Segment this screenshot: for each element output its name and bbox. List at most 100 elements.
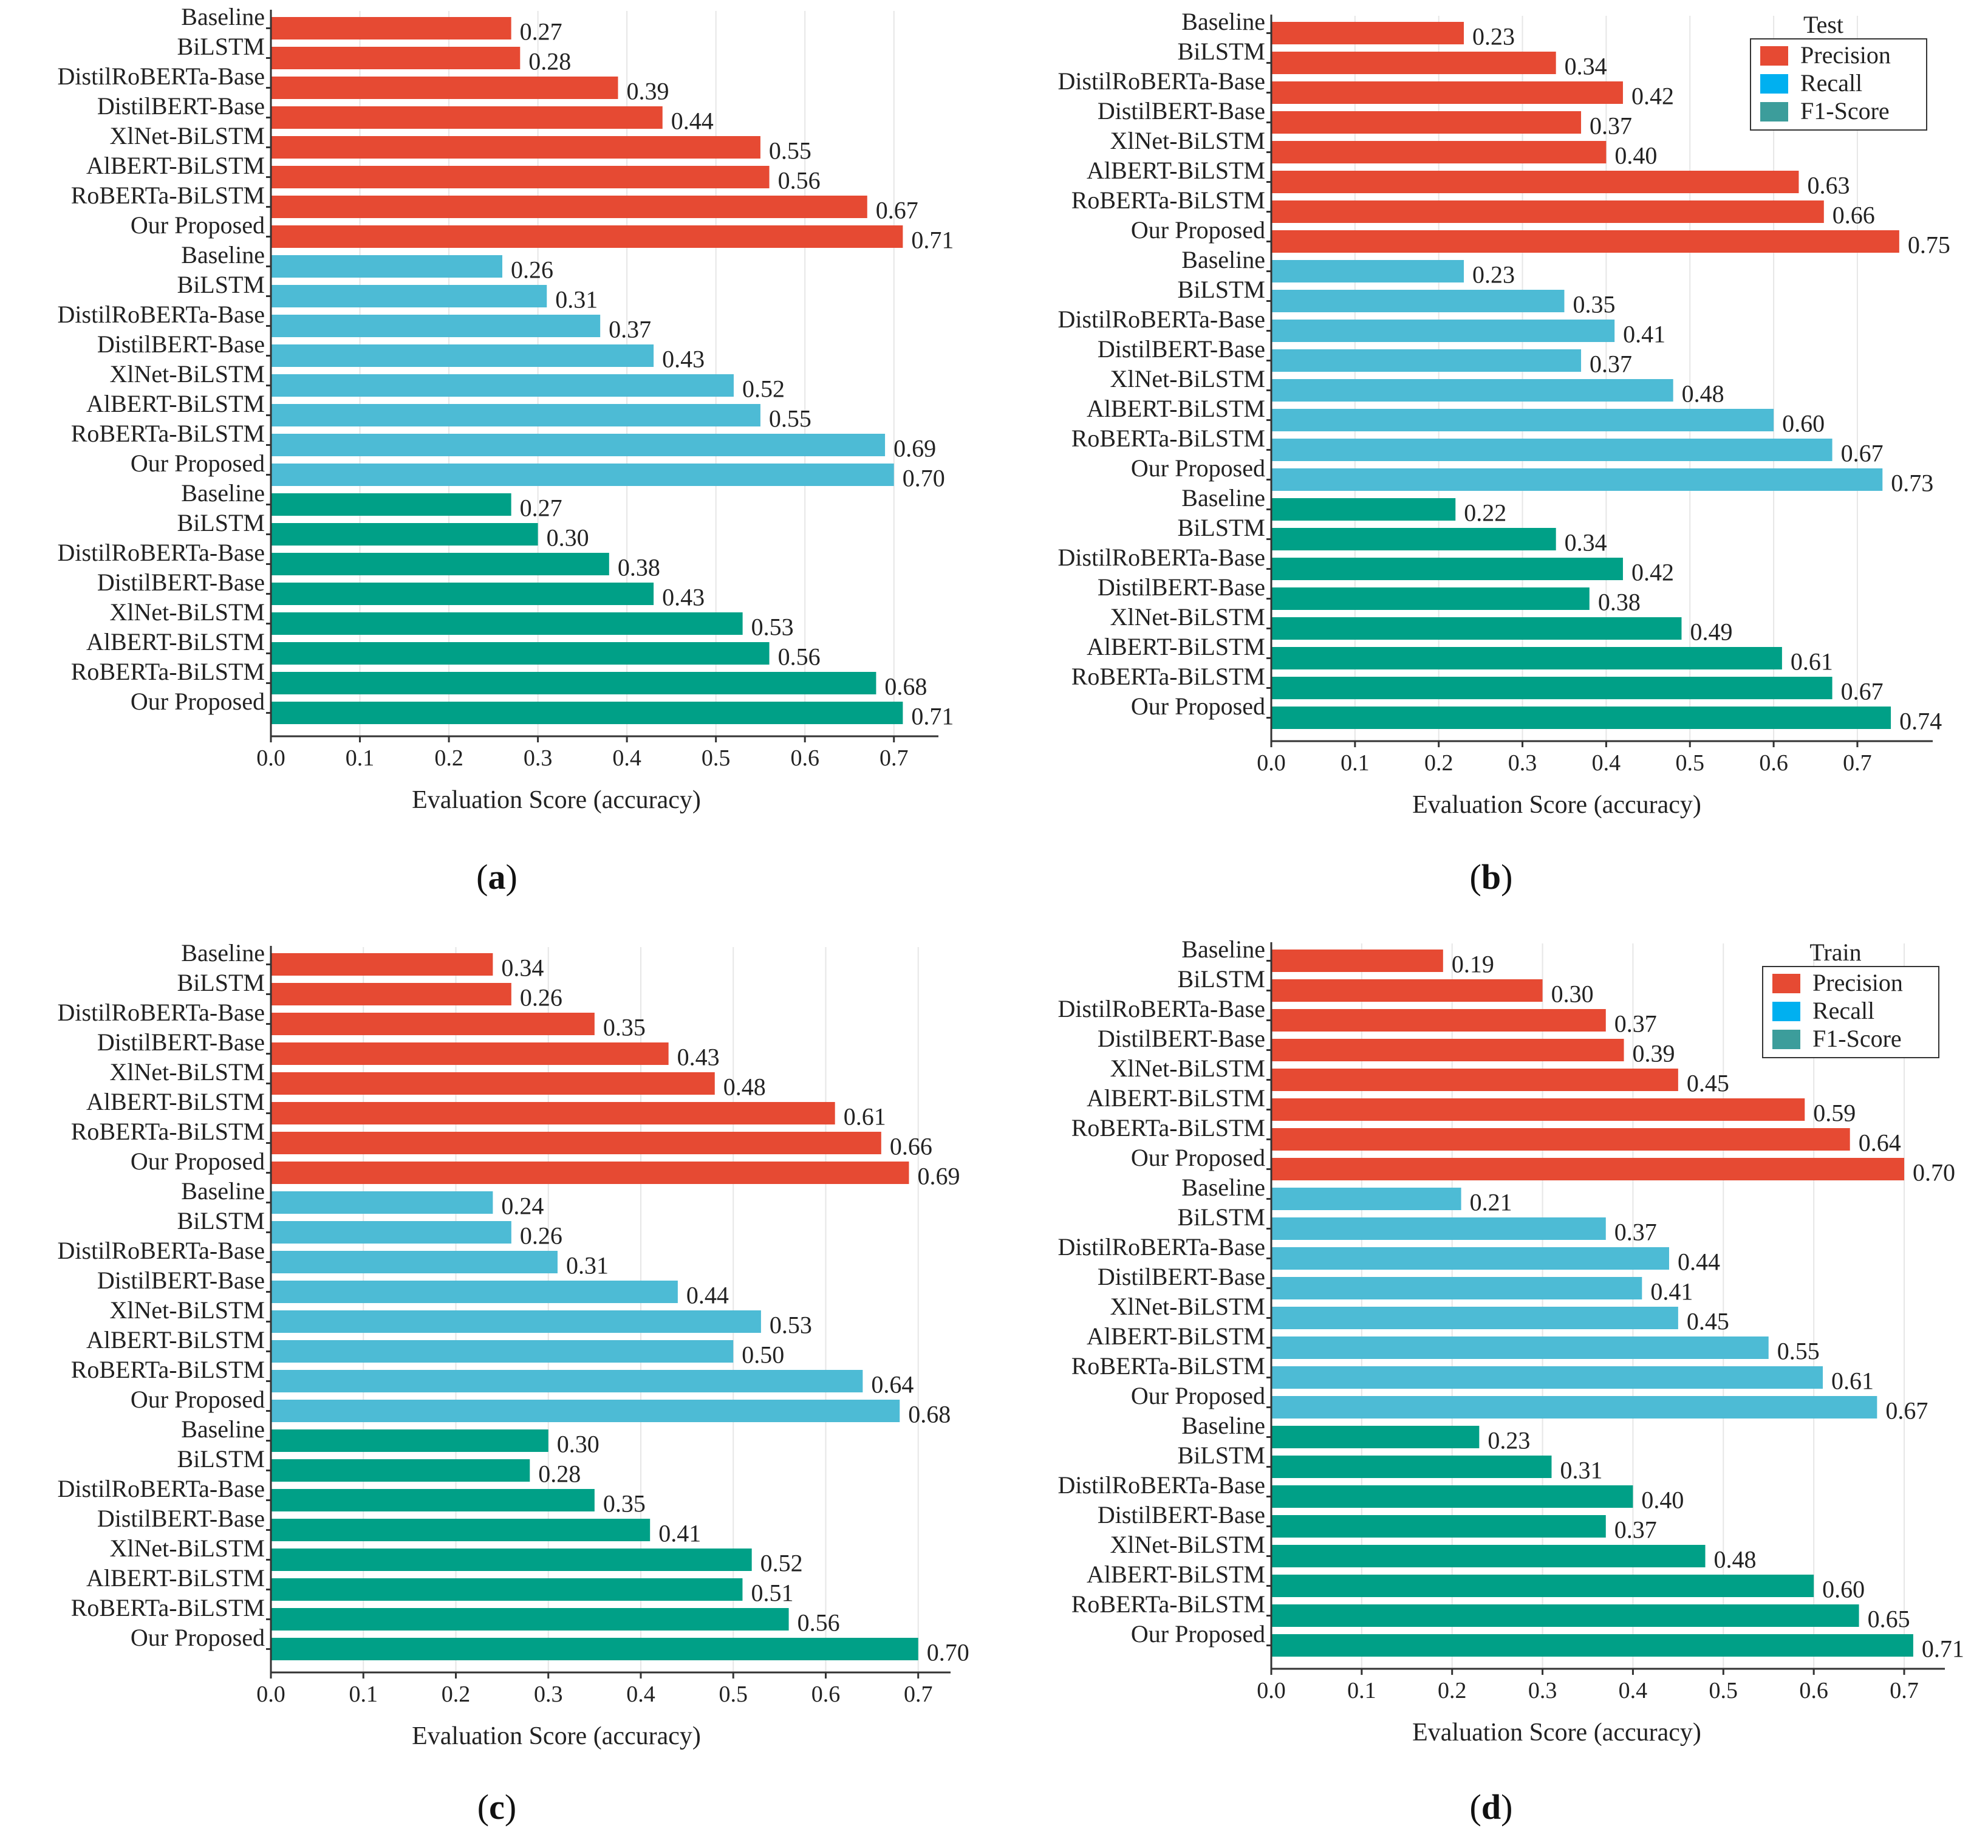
chart-c-bar-recall-3 bbox=[271, 1251, 558, 1273]
chart-a-bar-precision-8 bbox=[271, 225, 903, 248]
chart-a-value-label: 0.56 bbox=[778, 167, 821, 194]
chart-c-category-label: XlNet-BiLSTM bbox=[109, 1535, 265, 1562]
chart-b-x-axis-title: Evaluation Score (accuracy) bbox=[1412, 791, 1701, 819]
chart-b-category-label: Baseline bbox=[1181, 484, 1265, 512]
chart-d-category-label: Baseline bbox=[1181, 936, 1265, 963]
chart-a-category-label: RoBERTa-BiLSTM bbox=[71, 658, 265, 685]
chart-d-value-label: 0.45 bbox=[1687, 1070, 1729, 1097]
chart-c-xtick-label: 0.1 bbox=[349, 1682, 378, 1707]
chart-c-bar-f1-score-6 bbox=[271, 1578, 743, 1601]
chart-d-value-label: 0.31 bbox=[1560, 1457, 1602, 1484]
chart-b-value-label: 0.48 bbox=[1682, 380, 1724, 408]
chart-d-category-label: AlBERT-BiLSTM bbox=[1087, 1084, 1265, 1112]
chart-c-value-label: 0.35 bbox=[603, 1490, 646, 1518]
chart-c-bar-recall-8 bbox=[271, 1400, 900, 1422]
chart-a-bar-recall-7 bbox=[271, 434, 886, 456]
chart-d-bar-precision-2 bbox=[1271, 979, 1543, 1002]
chart-a-value-label: 0.70 bbox=[903, 465, 945, 492]
chart-c-bar-recall-7 bbox=[271, 1370, 863, 1392]
chart-c-value-label: 0.69 bbox=[917, 1163, 960, 1190]
chart-a-category-label: AlBERT-BiLSTM bbox=[86, 628, 265, 655]
chart-b-value-label: 0.38 bbox=[1598, 589, 1641, 616]
chart-c-value-label: 0.64 bbox=[871, 1371, 914, 1398]
chart-c-bar-precision-6 bbox=[271, 1102, 835, 1124]
chart-d-category-label: RoBERTa-BiLSTM bbox=[1071, 1590, 1265, 1618]
chart-c-category-label: DistilBERT-Base bbox=[97, 1028, 265, 1056]
chart-a-bar-recall-8 bbox=[271, 464, 894, 486]
chart-c-bar-f1-score-8 bbox=[271, 1638, 918, 1660]
chart-d-value-label: 0.67 bbox=[1885, 1397, 1928, 1425]
chart-a-value-label: 0.30 bbox=[547, 524, 589, 552]
chart-b-bar-f1-score-2 bbox=[1271, 528, 1556, 550]
chart-b-value-label: 0.42 bbox=[1631, 559, 1674, 586]
chart-d-value-label: 0.37 bbox=[1614, 1516, 1657, 1544]
chart-a-value-label: 0.53 bbox=[751, 614, 794, 641]
chart-d-bar-f1-score-6 bbox=[1271, 1575, 1814, 1597]
chart-b-legend-title: Test bbox=[1803, 11, 1843, 38]
chart-a-bar-precision-1 bbox=[271, 17, 511, 39]
chart-a-value-label: 0.43 bbox=[662, 346, 705, 373]
chart-b-bar-f1-score-6 bbox=[1271, 647, 1782, 669]
chart-a-xtick-label: 0.6 bbox=[790, 745, 819, 771]
chart-c-bar-recall-6 bbox=[271, 1340, 734, 1363]
chart-b-value-label: 0.35 bbox=[1573, 291, 1615, 318]
chart-b-category-label: Our Proposed bbox=[1131, 454, 1265, 482]
chart-c-bar-recall-2 bbox=[271, 1221, 511, 1244]
chart-a-value-label: 0.27 bbox=[520, 495, 562, 522]
chart-c-category-label: DistilRoBERTa-Base bbox=[58, 1237, 265, 1264]
chart-a-x-axis-title: Evaluation Score (accuracy) bbox=[412, 786, 701, 814]
chart-c-value-label: 0.30 bbox=[557, 1431, 599, 1458]
chart-c-category-label: Baseline bbox=[181, 1415, 265, 1443]
chart-a-category-label: BiLSTM bbox=[177, 271, 265, 298]
chart-a-value-label: 0.55 bbox=[769, 405, 811, 433]
chart-d-bar-recall-6 bbox=[1271, 1336, 1769, 1359]
chart-b-xtick-label: 0.1 bbox=[1341, 750, 1370, 776]
chart-d-value-label: 0.64 bbox=[1859, 1129, 1901, 1157]
chart-panel-b: Baseline 0.23 BiLSTM 0.34 DistilRoBERTa-Base… bbox=[994, 0, 1988, 924]
chart-c-bar-f1-score-2 bbox=[271, 1459, 530, 1482]
chart-b-bar-precision-2 bbox=[1271, 52, 1556, 74]
chart-b-category-label: DistilRoBERTa-Base bbox=[1058, 306, 1265, 333]
chart-d-category-label: BiLSTM bbox=[1178, 965, 1265, 993]
chart-b-value-label: 0.75 bbox=[1908, 231, 1950, 259]
chart-a-bar-precision-3 bbox=[271, 77, 618, 99]
chart-c-value-label: 0.31 bbox=[566, 1252, 609, 1279]
chart-d-value-label: 0.23 bbox=[1488, 1427, 1530, 1454]
chart-d-bar-recall-1 bbox=[1271, 1188, 1461, 1210]
chart-b-value-label: 0.23 bbox=[1472, 261, 1515, 289]
chart-b-category-label: AlBERT-BiLSTM bbox=[1087, 395, 1265, 422]
chart-a-bar-recall-4 bbox=[271, 344, 654, 367]
chart-a-value-label: 0.28 bbox=[528, 48, 571, 75]
chart-b-bar-f1-score-7 bbox=[1271, 677, 1833, 699]
chart-b-category-label: DistilBERT-Base bbox=[1098, 97, 1265, 125]
chart-a-bar-precision-5 bbox=[271, 136, 760, 159]
chart-d-legend-swatch bbox=[1772, 974, 1800, 993]
chart-a-category-label: Baseline bbox=[181, 241, 265, 269]
chart-a-category-label: RoBERTa-BiLSTM bbox=[71, 182, 265, 209]
chart-d-value-label: 0.19 bbox=[1452, 951, 1494, 978]
chart-c-value-label: 0.24 bbox=[501, 1193, 544, 1220]
chart-b-value-label: 0.49 bbox=[1690, 618, 1732, 646]
chart-b-bar-precision-8 bbox=[1271, 230, 1899, 253]
chart-c-value-label: 0.66 bbox=[890, 1133, 932, 1160]
chart-b-value-label: 0.34 bbox=[1565, 53, 1607, 80]
chart-d-legend-label: F1-Score bbox=[1812, 1025, 1902, 1052]
chart-b-legend-label: F1-Score bbox=[1800, 97, 1890, 125]
chart-b-category-label: XlNet-BiLSTM bbox=[1110, 127, 1265, 154]
chart-c-category-label: AlBERT-BiLSTM bbox=[86, 1564, 265, 1592]
chart-a-bar-recall-1 bbox=[271, 255, 502, 278]
chart-c-value-label: 0.61 bbox=[844, 1103, 886, 1131]
chart-c-bar-f1-score-7 bbox=[271, 1608, 789, 1631]
chart-b-bar-recall-6 bbox=[1271, 409, 1774, 431]
chart-b-value-label: 0.67 bbox=[1841, 678, 1884, 705]
chart-d-legend-swatch bbox=[1772, 1030, 1800, 1049]
chart-b-category-label: RoBERTa-BiLSTM bbox=[1071, 187, 1265, 214]
chart-b-xtick-label: 0.0 bbox=[1257, 750, 1286, 776]
chart-a-value-label: 0.43 bbox=[662, 584, 705, 611]
chart-c-category-label: AlBERT-BiLSTM bbox=[86, 1088, 265, 1115]
chart-a-category-label: DistilBERT-Base bbox=[97, 330, 265, 358]
chart-d-value-label: 0.41 bbox=[1650, 1278, 1693, 1306]
chart-d-category-label: AlBERT-BiLSTM bbox=[1087, 1561, 1265, 1588]
chart-a-xtick-label: 0.4 bbox=[612, 745, 641, 771]
chart-d-bar-precision-8 bbox=[1271, 1158, 1905, 1180]
